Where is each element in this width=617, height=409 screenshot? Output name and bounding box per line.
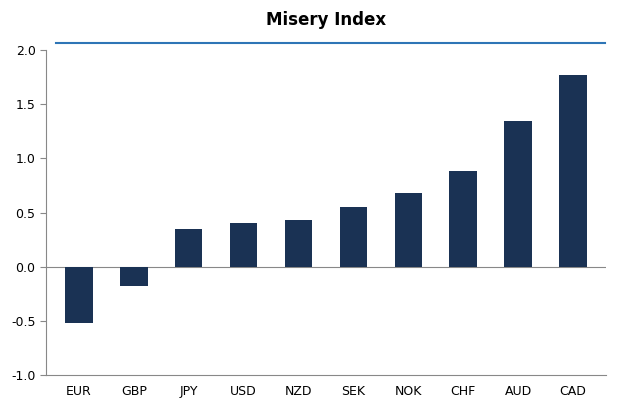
- Bar: [120, 267, 147, 286]
- Bar: [449, 171, 477, 267]
- Bar: [394, 193, 422, 267]
- Bar: [230, 223, 257, 267]
- Bar: [504, 121, 532, 267]
- Bar: [285, 220, 312, 267]
- Bar: [65, 267, 93, 323]
- Bar: [175, 229, 202, 267]
- Bar: [340, 207, 367, 267]
- Title: Misery Index: Misery Index: [266, 11, 386, 29]
- Bar: [559, 75, 587, 267]
